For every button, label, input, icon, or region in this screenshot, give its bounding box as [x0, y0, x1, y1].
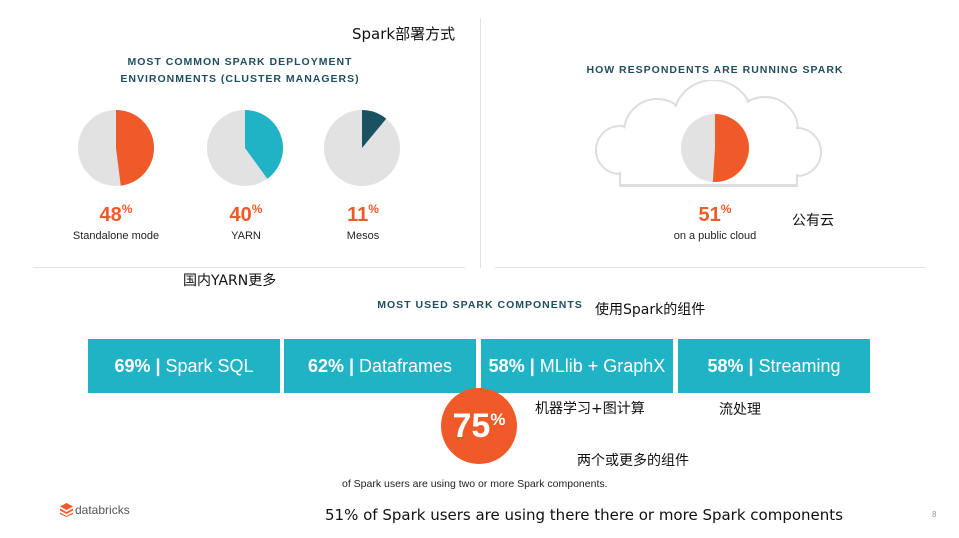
left-horizontal-divider: [33, 267, 465, 268]
component-bar-spark-sql: 69% | Spark SQL: [88, 339, 280, 393]
component-bar-name: Dataframes: [359, 355, 453, 376]
cloud-graphic: [595, 80, 822, 187]
pie-yarn: [207, 110, 283, 186]
pie-public-cloud: [681, 114, 750, 182]
deployment-heading-line2: ENVIRONMENTS (CLUSTER MANAGERS): [120, 73, 360, 85]
footer-summary: 51% of Spark users are using there there…: [325, 506, 843, 524]
right-horizontal-divider: [495, 267, 925, 268]
slide-title: Spark部署方式: [352, 25, 456, 43]
pie-yarn-value: 40%: [229, 202, 263, 226]
pie-slice: [245, 110, 283, 179]
component-bar-name: Streaming: [758, 355, 841, 376]
component-bar-streaming: 58% | Streaming: [678, 339, 870, 393]
pie-yarn-stat: 40% YARN: [196, 202, 296, 242]
pie-standalone: [78, 110, 155, 186]
pie-standalone-label: Standalone mode: [72, 230, 160, 242]
public-cloud-note: 公有云: [792, 213, 834, 229]
public-cloud-value: 51%: [698, 202, 732, 226]
yarn-note: 国内YARN更多: [183, 273, 277, 289]
mllib-note: 机器学习+图计算: [535, 401, 645, 417]
highlight-value: 75: [452, 406, 491, 445]
vertical-divider: [480, 18, 481, 268]
databricks-logo: databricks: [60, 503, 130, 517]
highlight-note: 两个或更多的组件: [577, 453, 689, 469]
public-cloud-label: on a public cloud: [673, 230, 757, 242]
highlight-circle: 75%: [441, 388, 517, 464]
component-bar-name: Spark SQL: [165, 355, 254, 376]
components-heading: MOST USED SPARK COMPONENTS: [377, 299, 583, 311]
pie-slice: [362, 110, 387, 148]
pie-mesos: [324, 110, 400, 186]
components-note: 使用Spark的组件: [595, 302, 706, 318]
deployment-pies: [78, 110, 400, 186]
streaming-note: 流处理: [719, 402, 761, 418]
component-bar-percent: 69%: [114, 355, 151, 376]
component-bar-percent: 62%: [307, 355, 344, 376]
deployment-heading: MOST COMMON SPARK DEPLOYMENT ENVIRONMENT…: [60, 54, 420, 88]
public-cloud-stat: 51% on a public cloud: [665, 202, 765, 242]
pie-slice: [712, 114, 750, 182]
pie-mesos-label: Mesos: [346, 230, 380, 242]
component-bar-percent: 58%: [488, 355, 525, 376]
highlight-caption: of Spark users are using two or more Spa…: [342, 478, 608, 490]
page-number: 8: [932, 510, 937, 519]
component-bar-percent: 58%: [707, 355, 744, 376]
pie-yarn-label: YARN: [231, 230, 261, 242]
pie-standalone-stat: 48% Standalone mode: [66, 202, 166, 242]
pie-mesos-value: 11%: [347, 202, 379, 226]
pie-standalone-value: 48%: [99, 202, 133, 226]
component-bar-mllib-graphx: 58% | MLlib + GraphX: [481, 339, 673, 393]
component-bar-dataframes: 62% | Dataframes: [284, 339, 476, 393]
component-bar-name: MLlib + GraphX: [539, 355, 666, 376]
pie-slice: [116, 110, 155, 186]
deployment-heading-line1: MOST COMMON SPARK DEPLOYMENT: [127, 56, 353, 68]
pie-mesos-stat: 11% Mesos: [313, 202, 413, 242]
databricks-logo-icon: [60, 503, 73, 517]
databricks-logo-text: databricks: [75, 503, 130, 517]
cloud-heading: HOW RESPONDENTS ARE RUNNING SPARK: [586, 64, 844, 76]
